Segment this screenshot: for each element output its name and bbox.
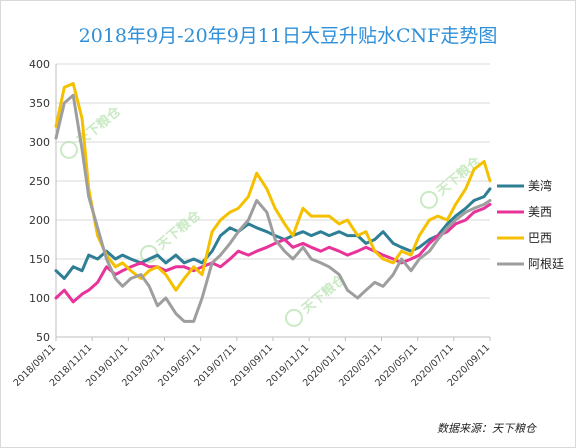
- watermark-badge-icon: [59, 140, 78, 159]
- watermark-badge-icon: [419, 190, 438, 209]
- source-note: 数据来源：天下粮仓: [437, 422, 537, 435]
- y-tick-label: 300: [29, 136, 50, 149]
- watermark-badge-icon: [139, 244, 158, 263]
- y-tick-label: 150: [29, 253, 50, 266]
- series-line-0: [54, 187, 492, 280]
- y-tick-label: 50: [36, 331, 50, 344]
- y-tick-label: 100: [29, 292, 50, 305]
- y-tick-label: 400: [29, 58, 50, 71]
- legend-label-0: 美湾: [528, 178, 552, 193]
- series-lines: [54, 82, 492, 323]
- y-axis: 50 100 150 200 250 300 350 400: [29, 58, 57, 344]
- series-line-2: [54, 82, 492, 292]
- series-line-1: [54, 202, 492, 304]
- y-tick-label: 350: [29, 97, 50, 110]
- series-line-3: [54, 93, 492, 323]
- y-tick-label: 250: [29, 175, 50, 188]
- y-tick-label: 200: [29, 214, 50, 227]
- chart-title: 2018年9月-20年9月11日大豆升贴水CNF走势图: [79, 25, 498, 47]
- legend-label-2: 巴西: [528, 231, 552, 245]
- legend-label-3: 阿根廷: [528, 257, 564, 271]
- legend-label-1: 美西: [528, 205, 552, 219]
- watermark-badge-icon: [284, 308, 303, 327]
